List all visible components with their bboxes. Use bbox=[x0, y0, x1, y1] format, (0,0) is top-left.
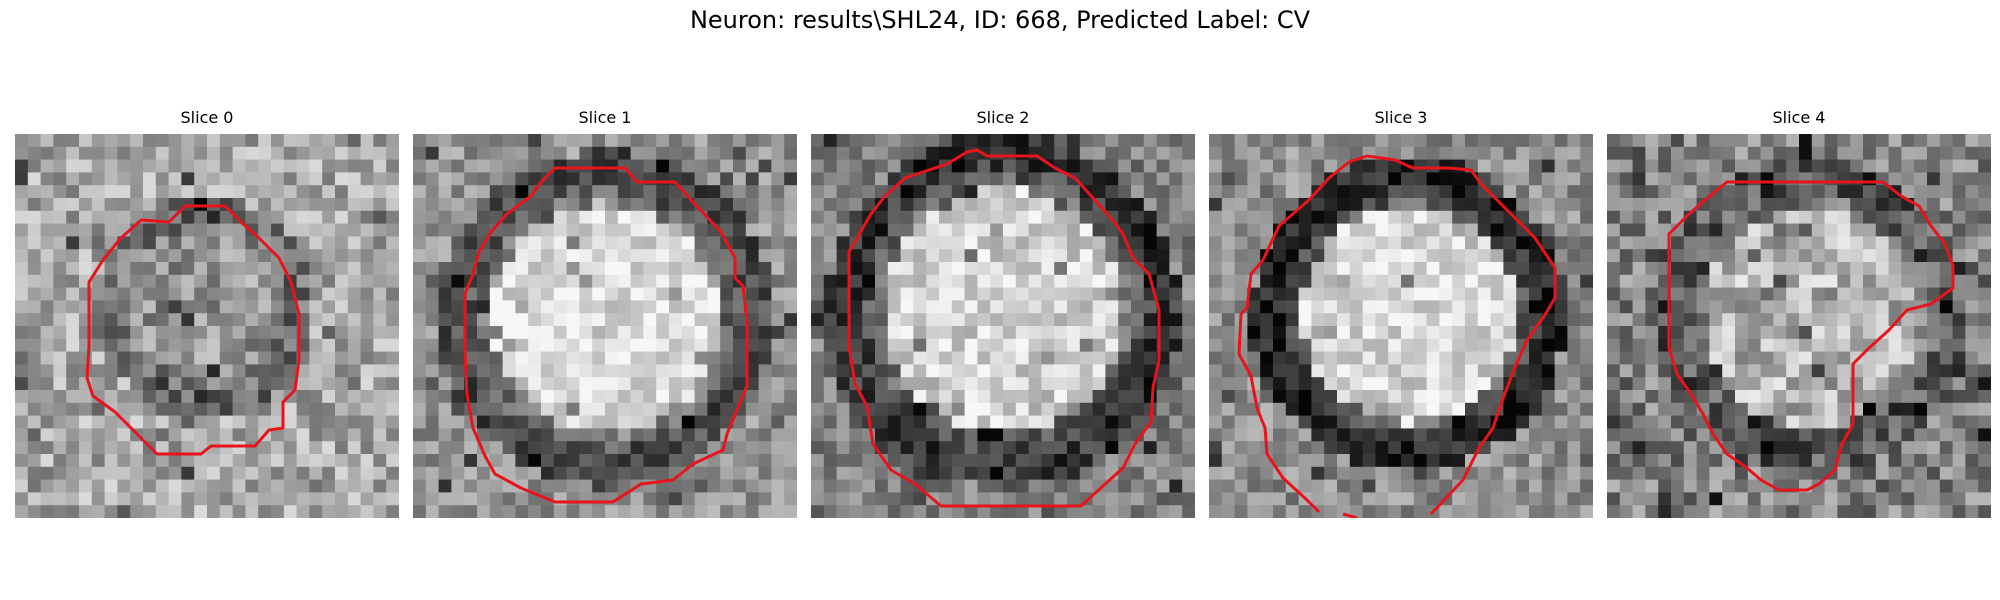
pixel-grid bbox=[1209, 134, 1593, 518]
slice-image bbox=[413, 134, 797, 518]
contour-line bbox=[85, 204, 301, 456]
slice-title: Slice 1 bbox=[578, 108, 632, 127]
pixel-grid bbox=[413, 134, 797, 518]
contour-line bbox=[1667, 180, 1955, 492]
slice-title: Slice 2 bbox=[976, 108, 1030, 127]
figure-title: Neuron: results\SHL24, ID: 668, Predicte… bbox=[689, 6, 1311, 34]
slice-image bbox=[15, 134, 399, 518]
slice-image bbox=[811, 134, 1195, 518]
pixel-grid bbox=[15, 134, 399, 518]
slice-title: Slice 3 bbox=[1374, 108, 1428, 127]
contour-line bbox=[1237, 154, 1557, 518]
slice-title: Slice 4 bbox=[1772, 108, 1826, 127]
slice-image bbox=[1209, 134, 1593, 518]
contour-line bbox=[463, 166, 749, 504]
contour-line bbox=[847, 148, 1161, 508]
pixel-grid bbox=[1607, 134, 1991, 518]
slice-image bbox=[1607, 134, 1991, 518]
pixel-grid bbox=[811, 134, 1195, 518]
slice-title: Slice 0 bbox=[180, 108, 234, 127]
